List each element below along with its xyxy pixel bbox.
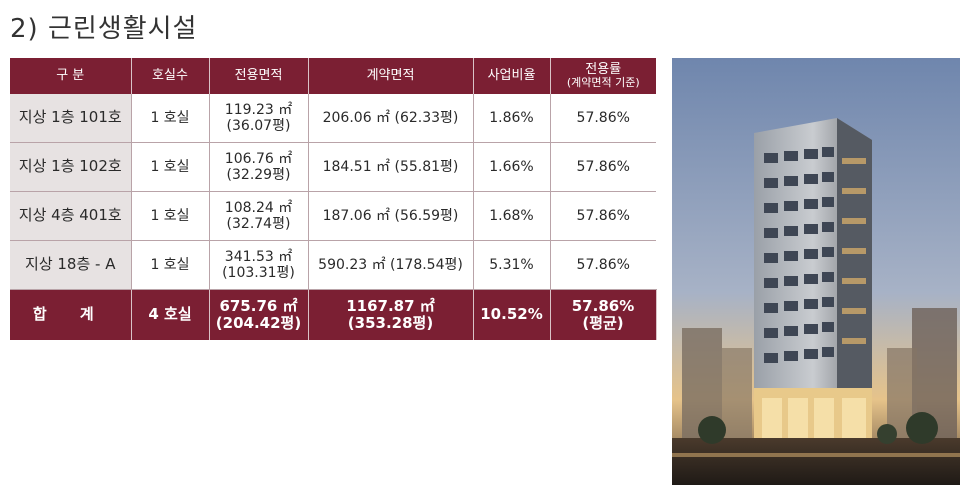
header-exclusive-rate: 전용률 (계약면적 기준) — [550, 58, 656, 94]
total-rooms: 4 호실 — [131, 289, 210, 340]
row-name: 지상 1층 101호 — [10, 94, 132, 143]
row-rooms: 1 호실 — [131, 191, 210, 241]
building-rendering-image — [672, 58, 960, 485]
total-contract-sqm: 1167.87 ㎡ — [346, 296, 435, 315]
table-row: 지상 18층 - A 1 호실 341.53 ㎡ (103.31평) 590.23… — [10, 240, 656, 290]
total-contract-area: 1167.87 ㎡ (353.28평) — [308, 289, 474, 340]
table-row: 지상 1층 102호 1 호실 106.76 ㎡ (32.29평) 184.51 … — [10, 142, 656, 192]
area-pyeong: (32.29평) — [226, 167, 291, 183]
area-pyeong: (32.74평) — [226, 216, 291, 232]
row-exclusive-rate: 57.86% — [550, 191, 656, 241]
total-rate-note: (평균) — [582, 314, 624, 332]
section-title: 2) 근린생활시설 — [10, 14, 198, 44]
row-name: 지상 4층 401호 — [10, 191, 132, 241]
total-area-pyeong: (204.42평) — [215, 314, 302, 332]
table-row: 지상 4층 401호 1 호실 108.24 ㎡ (32.74평) 187.06 … — [10, 191, 656, 241]
header-business-ratio: 사업비율 — [473, 58, 551, 94]
row-exclusive-area: 108.24 ㎡ (32.74평) — [209, 191, 309, 241]
row-business-ratio: 5.31% — [473, 240, 551, 290]
row-exclusive-area: 341.53 ㎡ (103.31평) — [209, 240, 309, 290]
facility-table: 구 분 호실수 전용면적 계약면적 사업비율 전용률 (계약면적 기준) 지상 … — [10, 58, 657, 340]
table-header-row: 구 분 호실수 전용면적 계약면적 사업비율 전용률 (계약면적 기준) — [10, 58, 656, 94]
area-pyeong: (36.07평) — [226, 118, 291, 134]
total-business-ratio: 10.52% — [473, 289, 551, 340]
row-contract-area: 206.06 ㎡ (62.33평) — [308, 94, 474, 143]
row-name: 지상 1층 102호 — [10, 142, 132, 192]
total-contract-pyeong: (353.28평) — [347, 314, 434, 332]
row-contract-area: 187.06 ㎡ (56.59평) — [308, 191, 474, 241]
area-sqm: 106.76 ㎡ — [224, 150, 293, 167]
row-exclusive-rate: 57.86% — [550, 240, 656, 290]
row-business-ratio: 1.68% — [473, 191, 551, 241]
total-row: 합 계 4 호실 675.76 ㎡ (204.42평) 1167.87 ㎡ (353… — [10, 289, 657, 340]
row-exclusive-rate: 57.86% — [550, 142, 656, 192]
area-sqm: 119.23 ㎡ — [224, 101, 293, 118]
row-exclusive-area: 119.23 ㎡ (36.07평) — [209, 94, 309, 143]
total-rate-value: 57.86% — [571, 296, 635, 315]
area-sqm: 341.53 ㎡ — [224, 248, 293, 265]
total-area-sqm: 675.76 ㎡ — [219, 296, 298, 315]
header-exclusive-area: 전용면적 — [209, 58, 309, 94]
header-category: 구 분 — [10, 58, 132, 94]
row-rooms: 1 호실 — [131, 142, 210, 192]
row-rooms: 1 호실 — [131, 94, 210, 143]
header-exclusive-rate-title: 전용률 — [585, 61, 622, 77]
row-rooms: 1 호실 — [131, 240, 210, 290]
row-business-ratio: 1.86% — [473, 94, 551, 143]
total-exclusive-rate: 57.86% (평균) — [550, 289, 657, 340]
row-exclusive-area: 106.76 ㎡ (32.29평) — [209, 142, 309, 192]
row-name: 지상 18층 - A — [10, 240, 132, 290]
row-business-ratio: 1.66% — [473, 142, 551, 192]
row-contract-area: 590.23 ㎡ (178.54평) — [308, 240, 474, 290]
header-exclusive-rate-note: (계약면적 기준) — [566, 76, 640, 90]
total-label: 합 계 — [10, 289, 132, 340]
area-pyeong: (103.31평) — [222, 265, 295, 281]
header-contract-area: 계약면적 — [308, 58, 474, 94]
header-rooms: 호실수 — [131, 58, 210, 94]
total-exclusive-area: 675.76 ㎡ (204.42평) — [209, 289, 309, 340]
table-row: 지상 1층 101호 1 호실 119.23 ㎡ (36.07평) 206.06 … — [10, 94, 656, 143]
row-contract-area: 184.51 ㎡ (55.81평) — [308, 142, 474, 192]
row-exclusive-rate: 57.86% — [550, 94, 656, 143]
area-sqm: 108.24 ㎡ — [224, 199, 293, 216]
